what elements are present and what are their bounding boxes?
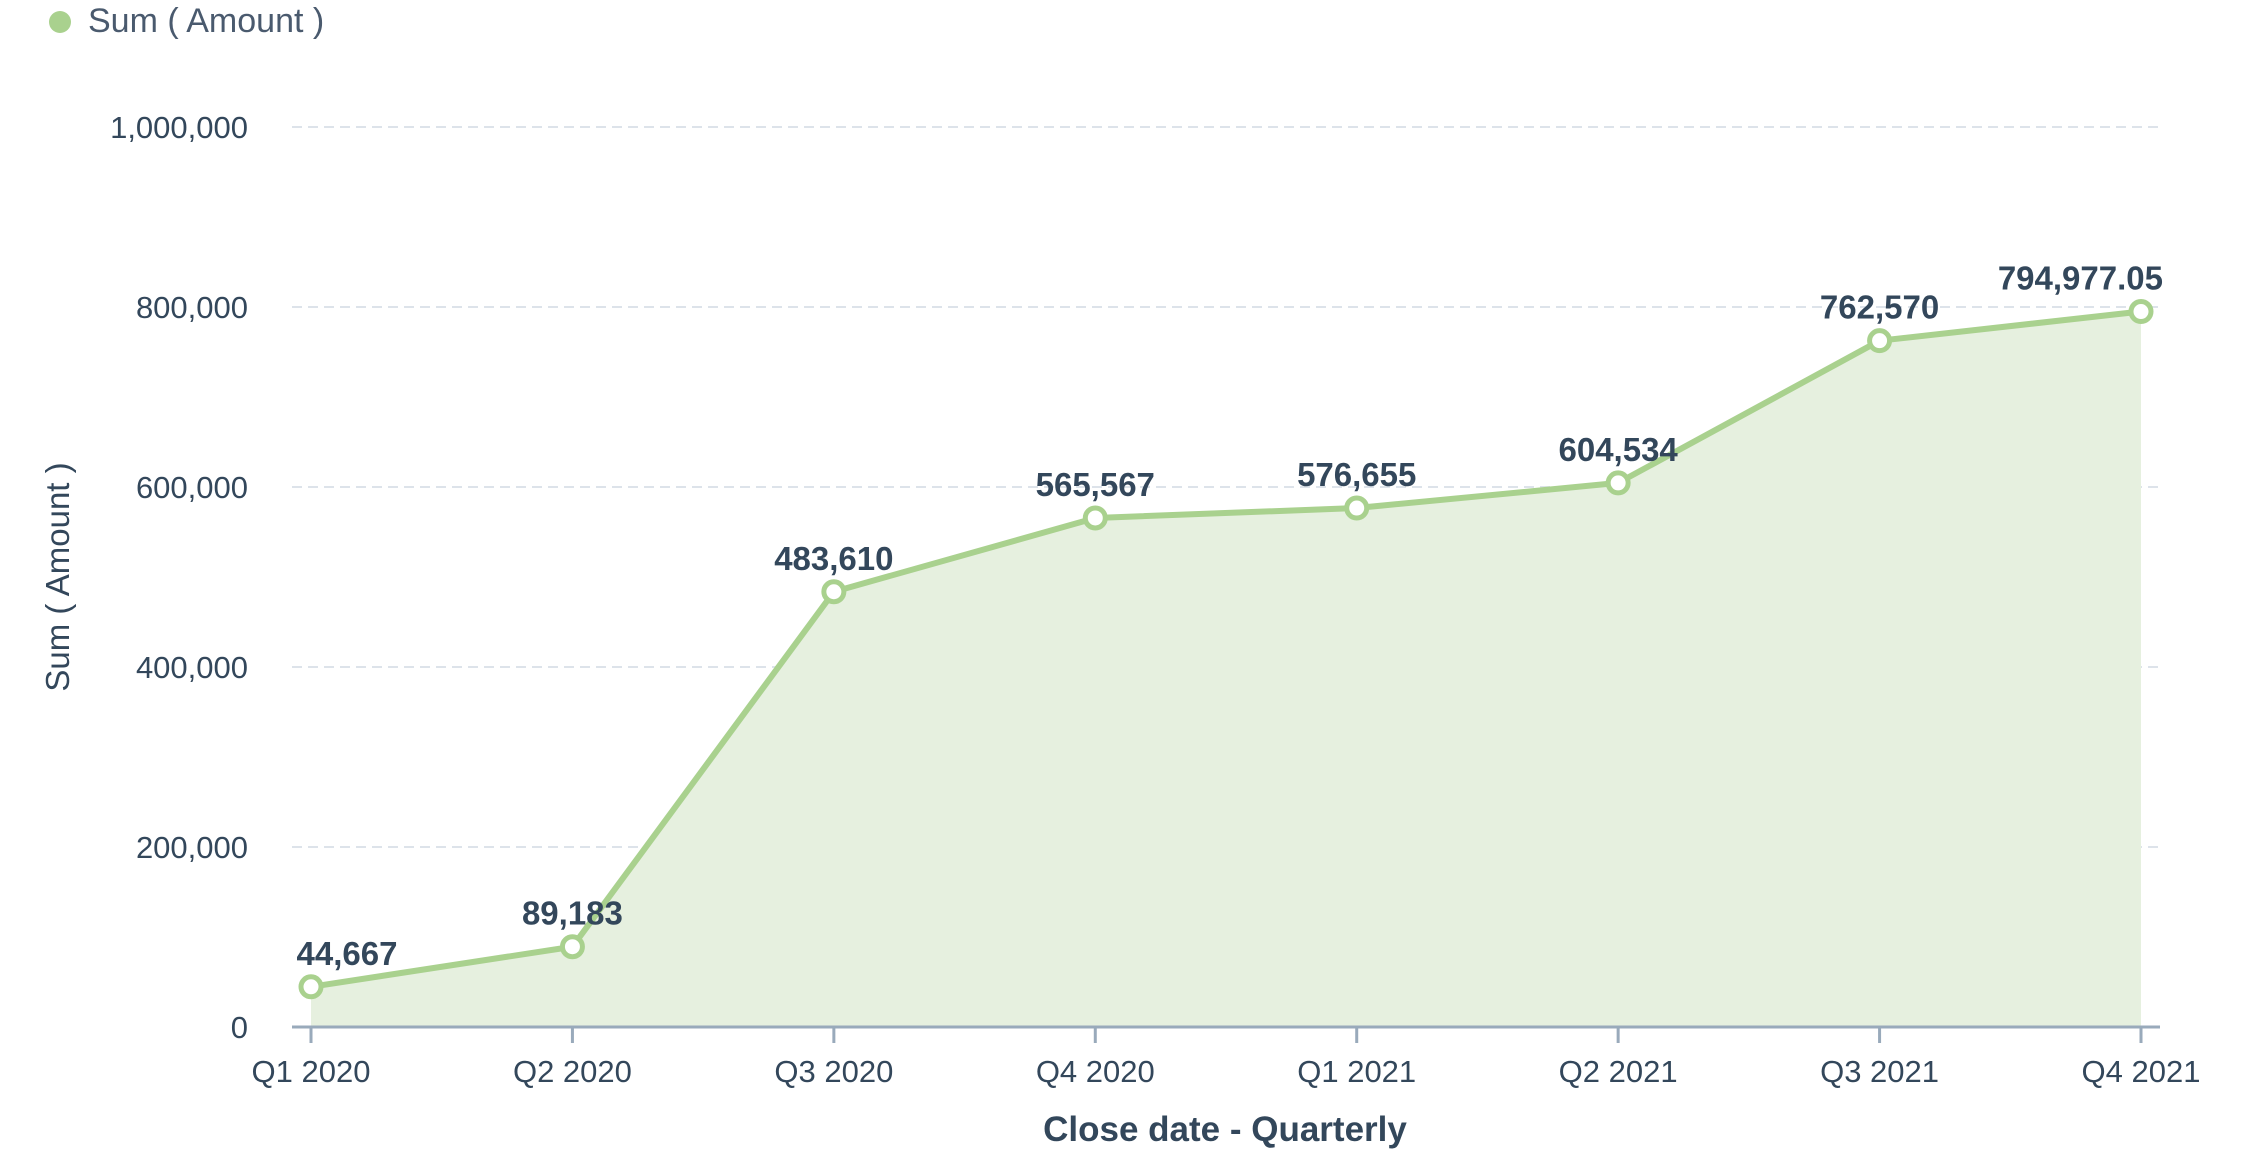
x-axis-title: Close date - Quarterly bbox=[1043, 1110, 1407, 1149]
x-tick-label: Q3 2021 bbox=[1820, 1054, 1939, 1089]
data-point[interactable] bbox=[1608, 473, 1628, 493]
y-tick-label: 0 bbox=[231, 1010, 248, 1045]
x-tick-label: Q2 2021 bbox=[1559, 1054, 1678, 1089]
data-point[interactable] bbox=[2131, 302, 2151, 322]
data-label: 483,610 bbox=[774, 540, 893, 577]
x-tick-label: Q3 2020 bbox=[774, 1054, 893, 1089]
data-label: 762,570 bbox=[1820, 289, 1939, 326]
x-tick-label: Q2 2020 bbox=[513, 1054, 632, 1089]
data-label: 604,534 bbox=[1558, 431, 1678, 468]
y-tick-label: 1,000,000 bbox=[110, 110, 248, 145]
legend-marker bbox=[49, 11, 71, 33]
data-label: 794,977.05 bbox=[1998, 260, 2163, 297]
x-tick-label: Q1 2021 bbox=[1297, 1054, 1416, 1089]
data-point[interactable] bbox=[1347, 498, 1367, 518]
y-axis-title: Sum ( Amount ) bbox=[39, 462, 76, 691]
data-point[interactable] bbox=[1085, 508, 1105, 528]
data-point[interactable] bbox=[1870, 331, 1890, 351]
legend-label: Sum ( Amount ) bbox=[88, 2, 324, 40]
y-tick-label: 400,000 bbox=[136, 650, 248, 685]
y-tick-label: 200,000 bbox=[136, 830, 248, 865]
data-label: 576,655 bbox=[1297, 456, 1416, 493]
data-label: 44,667 bbox=[297, 935, 398, 972]
x-tick-label: Q1 2020 bbox=[252, 1054, 371, 1089]
x-axis-ticks: Q1 2020 Q2 2020 Q3 2020 Q4 2020 Q1 2021 Q2 20… bbox=[252, 1027, 2201, 1089]
y-tick-label: 800,000 bbox=[136, 290, 248, 325]
legend[interactable]: Sum ( Amount ) bbox=[49, 2, 324, 40]
y-tick-label: 600,000 bbox=[136, 470, 248, 505]
data-label: 89,183 bbox=[522, 895, 623, 932]
y-axis-ticks: 0 200,000 400,000 600,000 800,000 1,000,000 bbox=[110, 110, 248, 1045]
data-point[interactable] bbox=[824, 582, 844, 602]
x-tick-label: Q4 2021 bbox=[2082, 1054, 2201, 1089]
data-point[interactable] bbox=[301, 977, 321, 997]
data-point[interactable] bbox=[562, 937, 582, 957]
x-tick-label: Q4 2020 bbox=[1036, 1054, 1155, 1089]
data-label: 565,567 bbox=[1036, 466, 1155, 503]
